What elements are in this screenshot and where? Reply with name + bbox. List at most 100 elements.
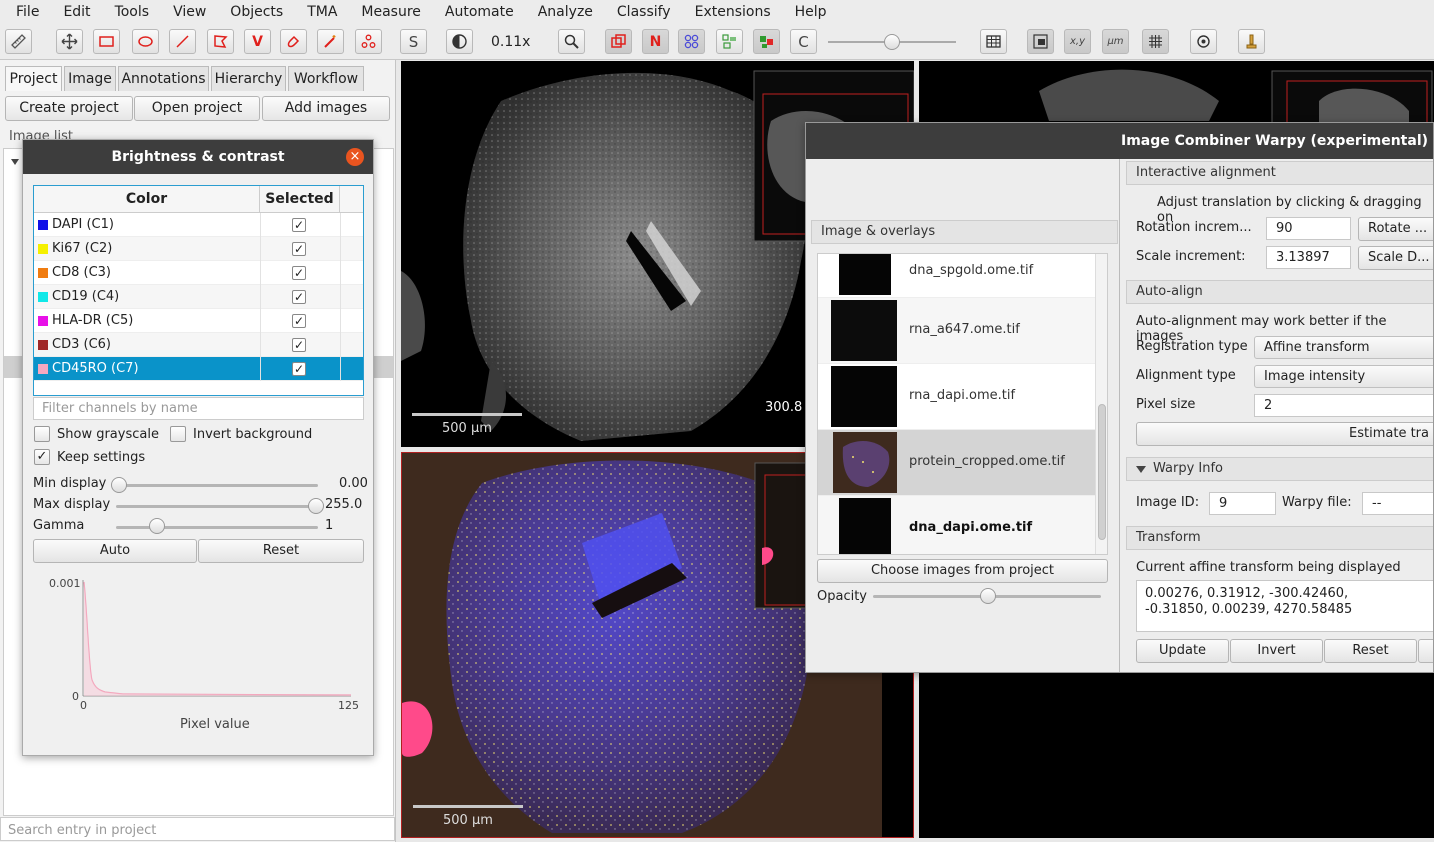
warpy-file-input[interactable]: --: [1362, 492, 1433, 515]
list-item[interactable]: rna_dapi.ome.tif: [818, 364, 1095, 430]
open-project-button[interactable]: Open project: [134, 96, 260, 121]
menu-tma[interactable]: TMA: [307, 4, 338, 20]
auto-button[interactable]: Auto: [33, 539, 197, 563]
preferences-button[interactable]: [1190, 29, 1217, 54]
tab-annotations[interactable]: Annotations: [118, 66, 209, 91]
search-entry-input[interactable]: Search entry in project: [0, 817, 395, 841]
tab-hierarchy[interactable]: Hierarchy: [211, 66, 286, 91]
min-display-knob[interactable]: [111, 477, 127, 493]
invert-background-checkbox[interactable]: [170, 426, 186, 442]
measure-tool-button[interactable]: [5, 29, 32, 54]
min-display-slider[interactable]: [116, 484, 318, 487]
table-row[interactable]: CD19 (C4) ✓: [34, 285, 363, 309]
collapse-arrow-icon[interactable]: [10, 157, 20, 167]
brush-tool-button[interactable]: [280, 29, 307, 54]
channel-checkbox[interactable]: ✓: [292, 242, 306, 256]
show-scalebar-button[interactable]: μm: [1102, 29, 1129, 54]
table-row[interactable]: CD8 (C3) ✓: [34, 261, 363, 285]
update-button[interactable]: Update: [1136, 639, 1229, 663]
estimate-transform-button[interactable]: Estimate tra: [1136, 422, 1433, 446]
list-item[interactable]: dna_spgold.ome.tif: [818, 254, 1095, 298]
gamma-slider[interactable]: [116, 526, 318, 529]
keep-settings-checkbox[interactable]: ✓: [34, 449, 50, 465]
rectangle-tool-button[interactable]: [93, 29, 120, 54]
list-item[interactable]: dna_dapi.ome.tif: [818, 496, 1095, 554]
table-row[interactable]: DAPI (C1) ✓: [34, 213, 363, 237]
menu-file[interactable]: File: [16, 4, 40, 20]
transform-textarea[interactable]: 0.00276, 0.31912, -300.42460, -0.31850, …: [1136, 580, 1433, 632]
opacity-knob[interactable]: [980, 588, 996, 604]
menu-help[interactable]: Help: [794, 4, 827, 20]
table-row[interactable]: CD3 (C6) ✓: [34, 333, 363, 357]
menu-measure[interactable]: Measure: [361, 4, 421, 20]
max-display-slider[interactable]: [116, 505, 318, 508]
menu-automate[interactable]: Automate: [444, 4, 514, 20]
invert-button[interactable]: Invert: [1230, 639, 1323, 663]
channel-checkbox[interactable]: ✓: [292, 290, 306, 304]
menu-analyze[interactable]: Analyze: [537, 4, 593, 20]
polygon-tool-button[interactable]: [207, 29, 234, 54]
scale-down-button[interactable]: Scale D...: [1358, 246, 1433, 270]
menu-tools[interactable]: Tools: [114, 4, 150, 20]
channel-checkbox[interactable]: ✓: [292, 314, 306, 328]
zoom-to-fit-button[interactable]: [558, 29, 585, 54]
show-connections-button[interactable]: C: [790, 29, 817, 54]
opacity-slider-knob[interactable]: [884, 34, 900, 50]
overlay-image-list[interactable]: dna_spgold.ome.tif rna_a647.ome.tif rna_…: [817, 253, 1108, 555]
extra-button[interactable]: [1418, 639, 1433, 663]
selection-mode-button[interactable]: S: [400, 29, 427, 54]
channel-checkbox[interactable]: ✓: [292, 266, 306, 280]
add-images-button[interactable]: Add images: [262, 96, 390, 121]
choose-images-button[interactable]: Choose images from project: [817, 559, 1108, 583]
list-item[interactable]: rna_a647.ome.tif: [818, 298, 1095, 364]
create-project-button[interactable]: Create project: [5, 96, 133, 121]
menu-classify[interactable]: Classify: [616, 4, 671, 20]
reset-transform-button[interactable]: Reset: [1324, 639, 1417, 663]
table-row-selected[interactable]: CD45RO (C7) ✓: [34, 357, 363, 381]
gamma-knob[interactable]: [149, 518, 165, 534]
show-names-button[interactable]: N: [642, 29, 669, 54]
rotation-increment-input[interactable]: 90: [1266, 217, 1351, 240]
list-item-selected[interactable]: protein_cropped.ome.tif: [818, 430, 1095, 496]
show-annotations-button[interactable]: [605, 29, 632, 54]
table-row[interactable]: HLA-DR (C5) ✓: [34, 309, 363, 333]
script-editor-button[interactable]: [1238, 29, 1265, 54]
rotate-button[interactable]: Rotate ...: [1358, 217, 1433, 241]
show-overview-button[interactable]: [1027, 29, 1054, 54]
alignment-type-select[interactable]: Image intensity: [1254, 365, 1433, 388]
line-tool-button[interactable]: [169, 29, 196, 54]
tab-workflow[interactable]: Workflow: [288, 66, 364, 91]
ellipse-tool-button[interactable]: [132, 29, 159, 54]
image-id-input[interactable]: 9: [1209, 492, 1276, 515]
table-row[interactable]: Ki67 (C2) ✓: [34, 237, 363, 261]
polyline-tool-button[interactable]: V: [244, 29, 271, 54]
show-grayscale-checkbox[interactable]: [34, 426, 50, 442]
pixel-size-input[interactable]: 2: [1254, 394, 1433, 417]
show-detections-button[interactable]: [716, 29, 743, 54]
tab-project[interactable]: Project: [5, 66, 62, 91]
fill-detections-button[interactable]: [753, 29, 780, 54]
column-selected[interactable]: Selected: [260, 186, 340, 213]
show-tma-grid-button[interactable]: [678, 29, 705, 54]
wand-tool-button[interactable]: [317, 29, 344, 54]
brightness-contrast-button[interactable]: [446, 29, 473, 54]
filter-channels-input[interactable]: Filter channels by name: [33, 397, 364, 420]
max-display-knob[interactable]: [308, 498, 324, 514]
registration-type-select[interactable]: Affine transform: [1254, 336, 1433, 359]
menu-extensions[interactable]: Extensions: [694, 4, 771, 20]
tab-image[interactable]: Image: [64, 66, 116, 91]
show-grid-button[interactable]: [1142, 29, 1169, 54]
menu-edit[interactable]: Edit: [63, 4, 91, 20]
close-icon[interactable]: ×: [346, 148, 364, 166]
reset-button[interactable]: Reset: [198, 539, 364, 563]
collapse-arrow-icon[interactable]: [1136, 465, 1146, 474]
measurement-table-button[interactable]: [980, 29, 1007, 54]
points-tool-button[interactable]: [355, 29, 382, 54]
column-color[interactable]: Color: [34, 186, 260, 213]
menu-objects[interactable]: Objects: [230, 4, 284, 20]
scale-increment-input[interactable]: 3.13897: [1266, 246, 1351, 269]
channel-checkbox[interactable]: ✓: [292, 338, 306, 352]
channel-checkbox[interactable]: ✓: [292, 218, 306, 232]
move-tool-button[interactable]: [56, 29, 83, 54]
list-scrollbar-thumb[interactable]: [1098, 404, 1106, 540]
